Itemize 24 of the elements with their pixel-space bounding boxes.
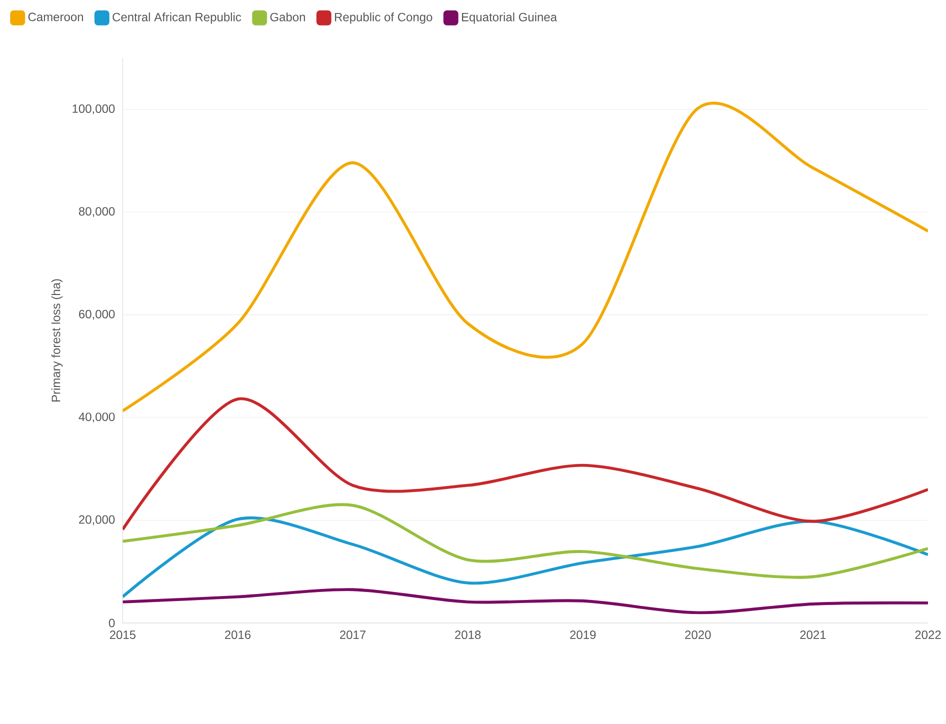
x-tick-label: 2017 — [340, 630, 366, 640]
y-tick-label: 80,000 — [78, 207, 115, 218]
x-tick-label: 2022 — [915, 630, 941, 640]
y-tick-label: 60,000 — [79, 310, 115, 320]
line-series — [122, 516, 928, 598]
y-axis-title: Primary forest loss (ha) — [51, 279, 63, 402]
x-tick-label: 2018 — [455, 630, 481, 640]
x-tick-label: 2015 — [110, 630, 136, 640]
x-tick-label: 2019 — [570, 630, 596, 640]
y-tick-label: 0 — [108, 618, 115, 628]
x-tick-label: 2016 — [224, 630, 251, 640]
line-series — [122, 503, 928, 579]
legend-label: Equatorial Guinea — [462, 12, 558, 24]
line-series — [122, 588, 928, 614]
legend-label: Cameroon — [28, 12, 84, 22]
y-tick-label: 20,000 — [79, 515, 115, 526]
legend-label: Gabon — [270, 12, 305, 22]
y-tick-label: 100,000 — [72, 104, 115, 114]
legend-label: Central African Republic — [112, 12, 242, 24]
y-tick-label: 40,000 — [78, 412, 115, 422]
x-tick-label: 2020 — [685, 630, 711, 640]
line-series — [122, 398, 928, 531]
x-tick-label: 2021 — [800, 630, 826, 640]
legend-label: Republic of Congo — [334, 12, 432, 24]
